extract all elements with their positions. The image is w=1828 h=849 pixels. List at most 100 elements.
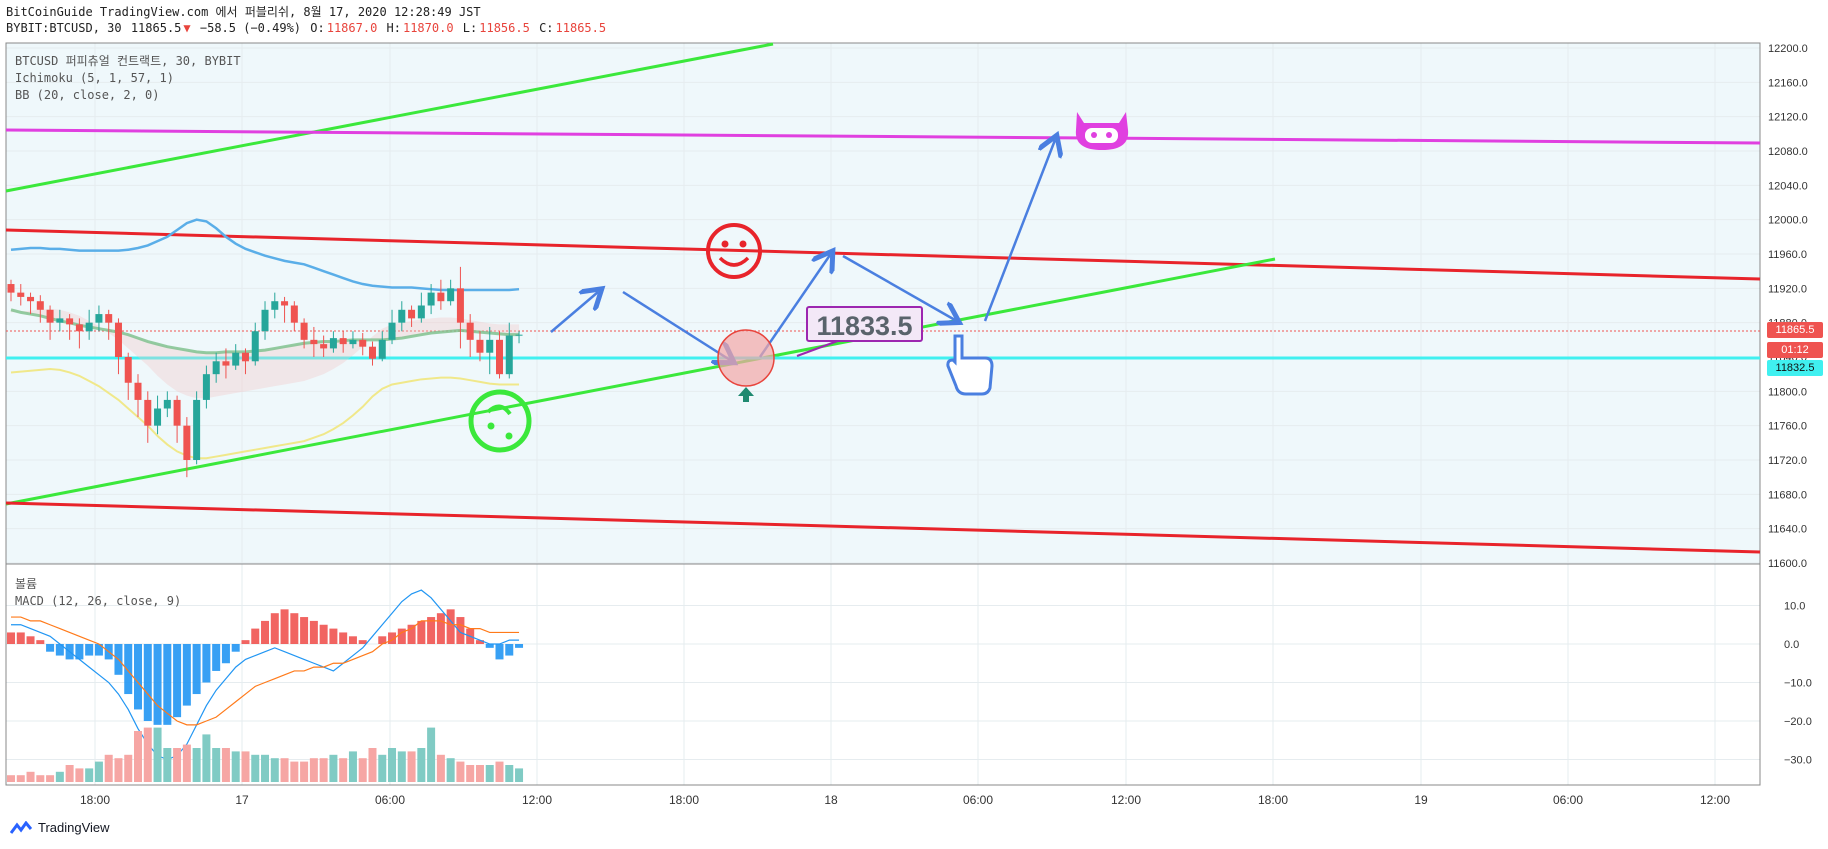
candle — [300, 322, 308, 340]
candle — [27, 296, 35, 302]
macd-hist-bar — [143, 644, 152, 721]
candle — [271, 301, 279, 310]
volume-bar — [114, 758, 123, 782]
main-legend: BTCUSD 퍼피츄얼 컨트랙트, 30, BYBIT Ichimoku (5,… — [15, 53, 241, 104]
volume-bar — [94, 761, 103, 782]
macd-hist-bar — [290, 613, 299, 644]
candle — [310, 339, 318, 345]
bb-lower-line — [10, 368, 520, 460]
candle — [173, 399, 181, 426]
candle — [261, 309, 269, 332]
candle — [437, 292, 445, 302]
macd-hist-bar — [173, 644, 182, 718]
projection-arrow — [622, 290, 730, 360]
candle — [232, 352, 240, 366]
price-callout[interactable]: 11833.5 — [806, 306, 923, 342]
volume-bar — [143, 727, 152, 782]
volume-bar — [16, 775, 25, 782]
candle — [320, 344, 328, 349]
volume-bar — [388, 748, 397, 782]
high-label: H: — [386, 21, 401, 35]
candle — [359, 339, 367, 347]
candle — [105, 314, 113, 323]
legend-macd[interactable]: MACD (12, 26, close, 9) — [15, 594, 182, 608]
channel-shading — [6, 43, 1760, 563]
candle — [281, 301, 289, 306]
volume-bar — [515, 768, 524, 782]
bb-basis-line — [10, 308, 520, 355]
candle — [486, 339, 494, 353]
macd-hist-bar — [329, 628, 338, 644]
close-label: C: — [539, 21, 554, 35]
macd-tick: 10.0 — [1784, 601, 1805, 613]
low-label: L: — [462, 21, 478, 35]
level-price-tag: 11832.5 — [1767, 360, 1823, 376]
candle — [56, 318, 64, 323]
macd-hist-bar — [16, 632, 25, 644]
macd-hist-bar — [417, 620, 426, 644]
macd-hist-bar — [202, 644, 211, 683]
projection-arrow — [983, 140, 1055, 322]
projection-arrow — [842, 254, 955, 320]
legend-volume[interactable]: 볼륨 — [15, 577, 38, 591]
price-tick: 12080.0 — [1768, 146, 1808, 158]
footer-brand-label: TradingView — [38, 820, 110, 835]
candle — [114, 322, 122, 357]
macd-hist-bar — [397, 628, 406, 644]
volume-bar — [290, 761, 299, 782]
open-label: O: — [310, 21, 325, 35]
time-tick: 12:00 — [1111, 793, 1141, 807]
face-eye — [487, 422, 495, 430]
footer-brand[interactable]: TradingView — [10, 820, 110, 835]
candle — [183, 425, 191, 460]
volume-bar — [348, 751, 357, 782]
macd-hist-bar — [300, 617, 309, 644]
candle — [222, 361, 230, 366]
time-tick: 06:00 — [375, 793, 405, 807]
volume-bar — [378, 754, 387, 782]
volume-bar — [7, 775, 15, 782]
candle — [241, 352, 249, 362]
volume-bar — [368, 748, 377, 782]
macd-hist-bar — [495, 644, 504, 660]
last-price-tag: 11865.5 — [1767, 322, 1823, 338]
price-tick: 12200.0 — [1768, 43, 1808, 55]
macd-hist-bar — [378, 636, 387, 644]
volume-bar — [75, 768, 84, 782]
bb-upper-line — [10, 218, 520, 292]
red-smiley-icon — [706, 223, 762, 279]
volume-bar — [270, 758, 279, 782]
candle — [290, 305, 298, 323]
volume-bar — [221, 748, 230, 782]
legend-ichimoku[interactable]: Ichimoku (5, 1, 57, 1) — [15, 71, 174, 85]
macd-hist-bar — [348, 636, 357, 644]
candle — [95, 314, 103, 323]
volume-bar — [241, 751, 250, 782]
lower-green-trendline — [5, 257, 1276, 506]
macd-hist-bar — [75, 644, 84, 660]
green-face-icon — [468, 389, 532, 453]
candle — [329, 338, 337, 349]
volume-bar — [192, 748, 201, 782]
candle — [193, 399, 201, 460]
sub-pane — [6, 565, 1760, 785]
legend-title[interactable]: BTCUSD 퍼피츄얼 컨트랙트, 30, BYBIT — [15, 54, 241, 68]
candle — [349, 339, 357, 345]
down-arrow-icon: ▼ — [183, 21, 191, 35]
legend-bb[interactable]: BB (20, close, 2, 0) — [15, 88, 160, 102]
upper-green-trendline — [5, 42, 774, 193]
volume-bar — [407, 751, 416, 782]
volume-bar — [153, 727, 162, 782]
time-tick: 17 — [235, 793, 249, 807]
volume-bar — [231, 751, 240, 782]
candle — [505, 335, 513, 375]
face-eye — [505, 432, 513, 440]
volume-bar — [124, 754, 133, 782]
time-tick: 18:00 — [1258, 793, 1288, 807]
time-tick: 18 — [824, 793, 838, 807]
macd-hist-bar — [456, 617, 465, 644]
cat-eye — [1091, 132, 1097, 138]
macd-hist-bar — [427, 617, 436, 644]
sub-legend: 볼륨 MACD (12, 26, close, 9) — [15, 576, 181, 610]
